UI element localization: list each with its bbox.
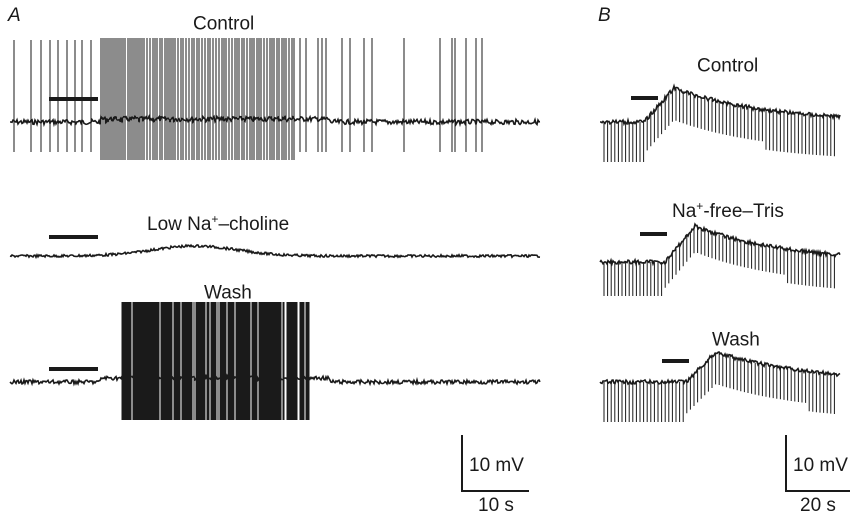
scale-bar-b (785, 435, 850, 492)
scale-bar-a (461, 435, 529, 492)
trace-a-control-spikes (13, 38, 483, 160)
stimulus-bar-b-na-free (640, 232, 667, 236)
panel-a-letter: A (8, 5, 21, 26)
panel-a-traces (9, 38, 541, 420)
trace-label-b-na-free-tris: Na+-free–Tris (672, 199, 784, 222)
stimulus-bar-a-control (49, 97, 98, 101)
trace-b-na-free-baseline (599, 222, 841, 267)
scale-time-a: 10 s (478, 495, 514, 516)
trace-b-control-pulses (603, 88, 835, 162)
stimulus-bar-a-low-na (49, 235, 98, 239)
scale-voltage-b: 10 mV (793, 455, 848, 476)
scale-time-b: 20 s (800, 495, 836, 516)
scale-voltage-a: 10 mV (469, 455, 524, 476)
trace-b-na-free-pulses (603, 227, 835, 296)
stimulus-bar-b-control (631, 96, 658, 100)
trace-label-a-wash: Wash (204, 282, 252, 304)
trace-b-wash-pulses (603, 352, 835, 422)
trace-label-b-wash: Wash (712, 329, 760, 351)
panel-b-letter: B (598, 5, 611, 26)
trace-a-wash-spikes (121, 302, 310, 420)
trace-b-wash-baseline (599, 351, 841, 386)
trace-label-a-control: Control (193, 13, 255, 35)
stimulus-bar-a-wash (49, 367, 98, 371)
trace-b-control-baseline (600, 83, 841, 127)
trace-label-a-low-na-choline: Low Na+–choline (147, 212, 290, 235)
panel-b-traces (599, 83, 841, 422)
trace-a-control-baseline (10, 113, 541, 128)
stimulus-bar-b-wash (662, 359, 689, 363)
trace-label-b-control: Control (697, 55, 759, 77)
trace-a-low-na-baseline (9, 243, 541, 260)
